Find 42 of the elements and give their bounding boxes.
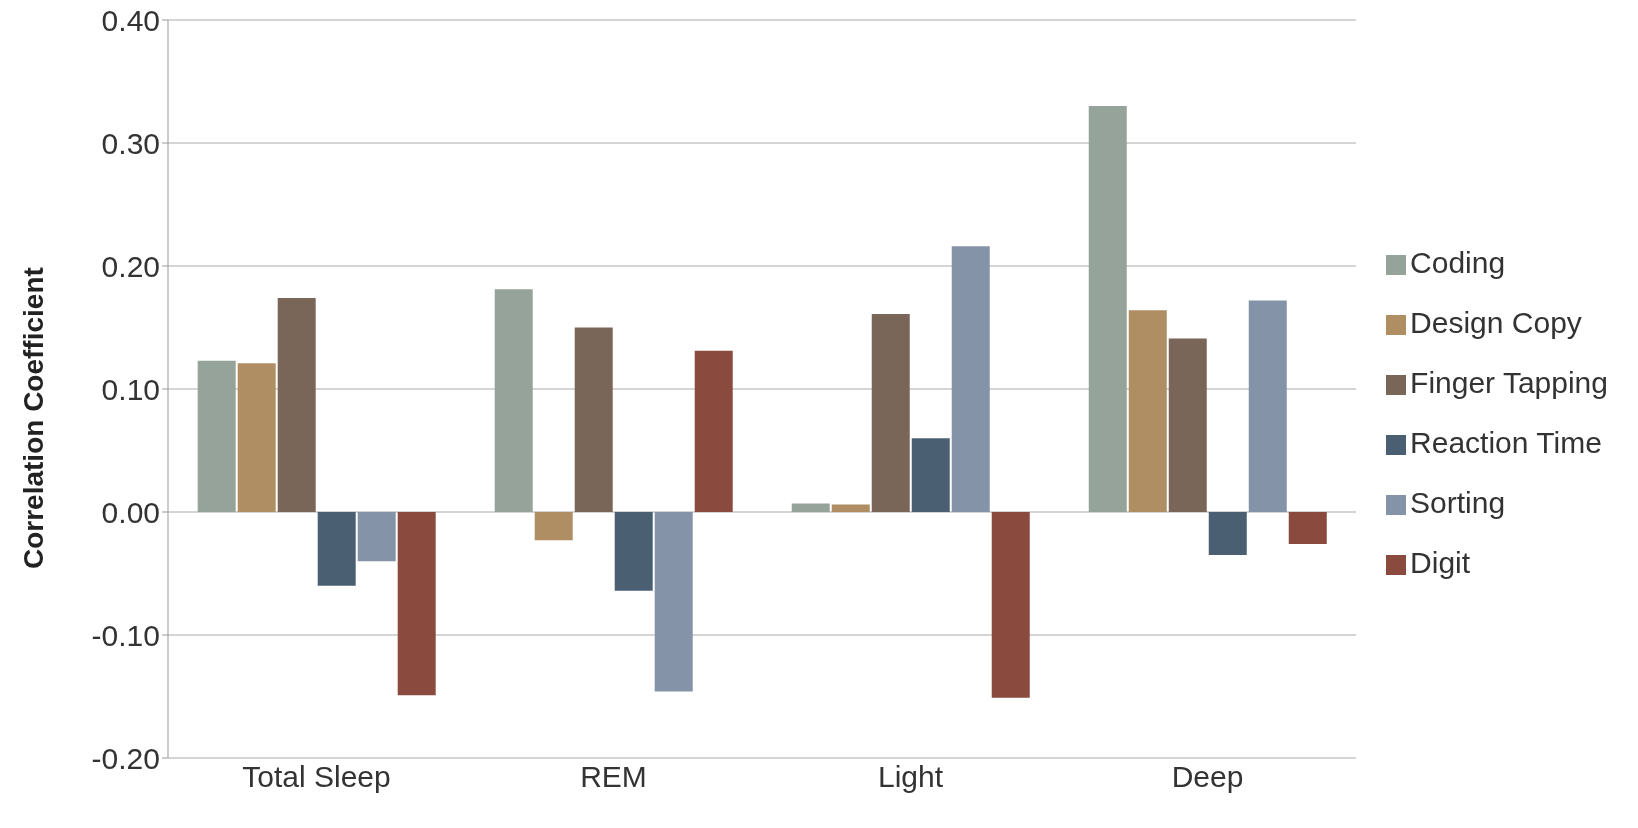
- y-axis-title: Correlation Coefficient: [17, 267, 49, 569]
- x-tick-label: Light: [878, 760, 944, 794]
- bar: [1248, 300, 1287, 512]
- bar: [911, 438, 950, 512]
- bar: [791, 503, 830, 512]
- y-tick-label: 0.10: [101, 372, 160, 406]
- bar: [951, 246, 990, 512]
- y-tick-label: 0.30: [101, 126, 160, 160]
- bar: [1208, 512, 1247, 556]
- bar: [871, 313, 910, 512]
- y-tick-label: -0.10: [91, 618, 160, 652]
- y-tick-label: 0.40: [101, 3, 160, 37]
- bar: [831, 504, 870, 512]
- y-tick-label: 0.20: [101, 249, 160, 283]
- bar: [1088, 106, 1127, 512]
- x-tick-label: REM: [580, 760, 647, 794]
- legend-label: Design Copy: [1410, 306, 1582, 339]
- bar: [1168, 338, 1207, 512]
- x-tick-label: Deep: [1171, 760, 1244, 794]
- bar: [614, 512, 653, 591]
- bar: [237, 363, 276, 512]
- y-tick-label: 0.00: [101, 495, 160, 529]
- bar: [317, 512, 356, 586]
- bar: [574, 327, 613, 512]
- legend-label: Sorting: [1410, 486, 1506, 519]
- y-tick-label: -0.20: [91, 741, 160, 775]
- bar: [694, 350, 733, 512]
- bar: [1128, 310, 1167, 512]
- bar: [357, 512, 396, 562]
- bar: [534, 512, 573, 541]
- legend-label: Coding: [1410, 246, 1506, 279]
- bar: [494, 289, 533, 512]
- bar: [277, 297, 316, 512]
- bar: [1288, 512, 1327, 544]
- bar: [397, 512, 436, 696]
- x-tick-label: Total Sleep: [242, 760, 391, 794]
- legend-label: Finger Tapping: [1410, 366, 1608, 399]
- legend-label: Reaction Time: [1410, 426, 1602, 459]
- bar: [654, 512, 693, 692]
- legend-label: Digit: [1410, 546, 1471, 579]
- bar: [197, 360, 236, 512]
- bar: [991, 512, 1030, 698]
